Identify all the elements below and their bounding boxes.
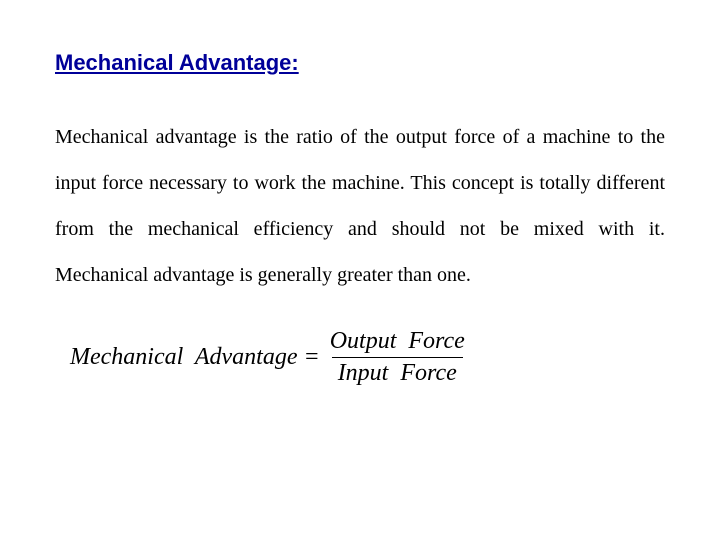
section-heading: Mechanical Advantage: xyxy=(55,50,665,76)
formula-denominator: Input Force xyxy=(332,357,463,387)
formula-fraction: Output Force Input Force xyxy=(324,328,471,387)
slide-page: Mechanical Advantage: Mechanical advanta… xyxy=(0,0,720,540)
formula-block: Mechanical Advantage = Output Force Inpu… xyxy=(70,328,665,387)
formula-left-side: Mechanical Advantage = xyxy=(70,344,320,371)
body-paragraph: Mechanical advantage is the ratio of the… xyxy=(55,114,665,298)
formula-numerator: Output Force xyxy=(324,328,471,357)
